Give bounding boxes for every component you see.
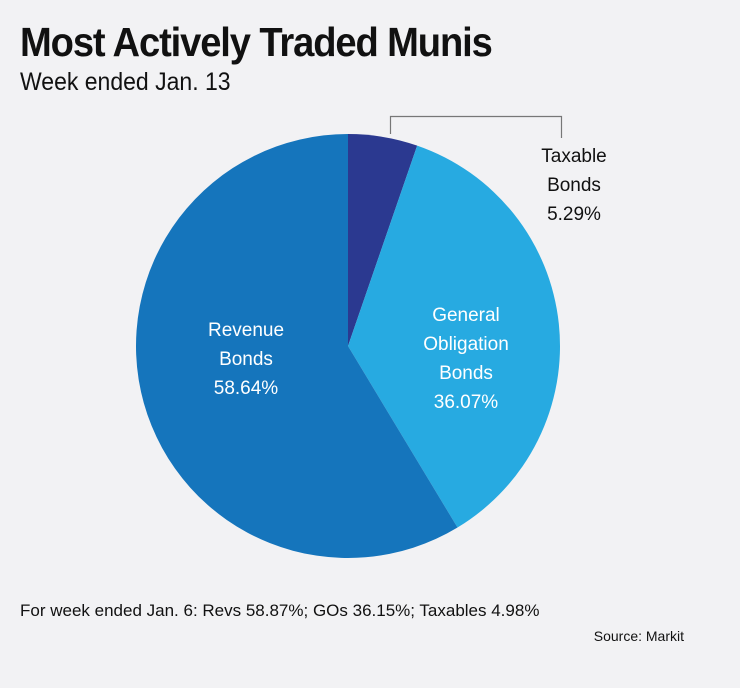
slice-name-label: Obligation	[423, 334, 509, 355]
footnote: For week ended Jan. 6: Revs 58.87%; GOs …	[20, 601, 540, 620]
pie-slice-revenue-bonds	[135, 134, 458, 558]
pie-slice-taxable-bonds	[348, 134, 418, 346]
slice-value-label: 5.29%	[547, 204, 601, 225]
slice-name-label: Bonds	[547, 175, 601, 196]
chart-subtitle: Week ended Jan. 13	[20, 68, 231, 96]
slice-name-label: Taxable	[541, 146, 607, 167]
slice-value-label: 58.64%	[214, 378, 279, 399]
slice-value-label: 36.07%	[434, 392, 499, 413]
slice-name-label: Revenue	[208, 320, 284, 341]
slice-name-label: Bonds	[219, 349, 273, 370]
slice-label-general-obligation-bonds: General Obligation Bonds 36.07%	[423, 305, 509, 413]
slice-label-revenue-bonds: Revenue Bonds 58.64%	[208, 320, 284, 399]
slice-name-label: General	[432, 305, 500, 326]
slice-name-label: Bonds	[439, 363, 493, 384]
source-credit: Source: Markit	[593, 628, 684, 644]
pie-slice-general-obligation-bonds	[348, 145, 560, 528]
slice-label-taxable-bonds: Taxable Bonds 5.29%	[541, 146, 607, 225]
taxable-leader-line	[389, 115, 563, 138]
chart-title: Most Actively Traded Munis	[20, 19, 493, 65]
